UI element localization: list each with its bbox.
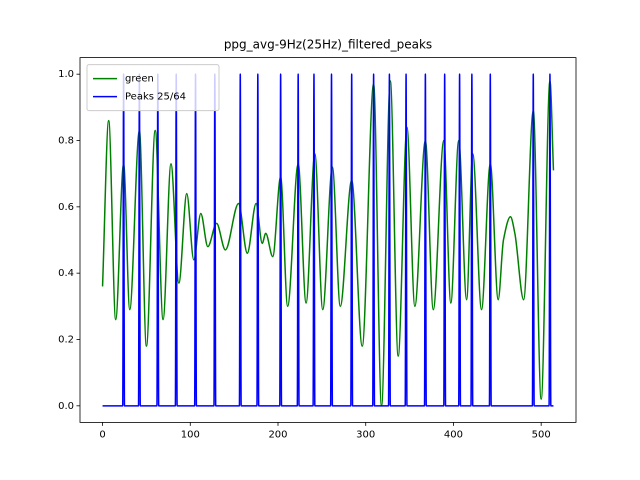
- y-tick-label: 0.0: [58, 401, 74, 412]
- legend-label: green: [125, 74, 154, 85]
- chart-title: ppg_avg-9Hz(25Hz)_filtered_peaks: [224, 38, 432, 52]
- x-tick-label: 100: [181, 429, 200, 440]
- y-tick-label: 1.0: [58, 69, 74, 80]
- x-tick-label: 0: [99, 429, 105, 440]
- y-tick-label: 0.6: [58, 202, 74, 213]
- legend-box: [86, 64, 220, 112]
- y-tick-label: 0.8: [58, 136, 74, 147]
- x-tick-label: 200: [268, 429, 287, 440]
- line-series: [102, 73, 554, 407]
- x-tick-label: 300: [356, 429, 375, 440]
- x-tick-label: 400: [444, 429, 463, 440]
- x-tick-label: 500: [532, 429, 551, 440]
- line-series: [101, 80, 555, 407]
- plot-frame: [79, 57, 577, 423]
- legend-label: Peaks 25/64: [125, 92, 186, 103]
- y-tick-label: 0.4: [58, 268, 74, 279]
- y-tick-label: 0.2: [58, 334, 74, 345]
